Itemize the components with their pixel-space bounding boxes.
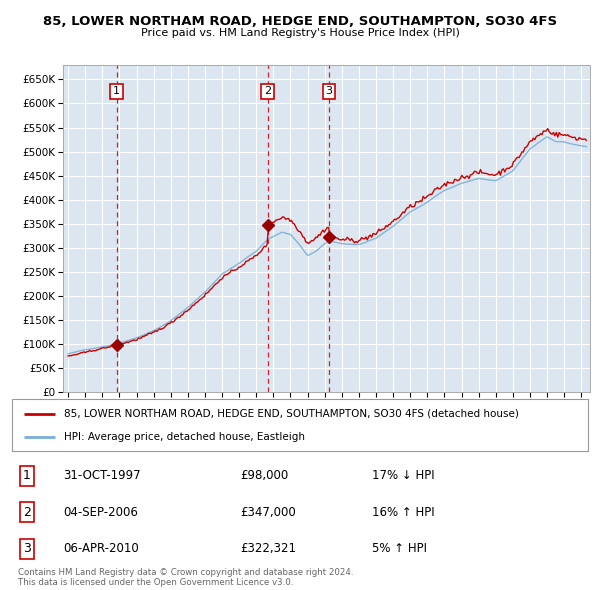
Text: HPI: Average price, detached house, Eastleigh: HPI: Average price, detached house, East… [64, 432, 305, 442]
Text: £322,321: £322,321 [240, 542, 296, 555]
Text: 31-OCT-1997: 31-OCT-1997 [63, 469, 140, 482]
Text: 3: 3 [23, 542, 31, 555]
Text: 85, LOWER NORTHAM ROAD, HEDGE END, SOUTHAMPTON, SO30 4FS (detached house): 85, LOWER NORTHAM ROAD, HEDGE END, SOUTH… [64, 409, 519, 419]
Text: 5% ↑ HPI: 5% ↑ HPI [372, 542, 427, 555]
Text: 2: 2 [264, 86, 271, 96]
Text: Price paid vs. HM Land Registry's House Price Index (HPI): Price paid vs. HM Land Registry's House … [140, 28, 460, 38]
Text: Contains HM Land Registry data © Crown copyright and database right 2024.
This d: Contains HM Land Registry data © Crown c… [18, 568, 353, 587]
Text: 3: 3 [326, 86, 332, 96]
Text: £98,000: £98,000 [240, 469, 288, 482]
Text: 1: 1 [113, 86, 120, 96]
Text: 2: 2 [23, 506, 31, 519]
Text: £347,000: £347,000 [240, 506, 296, 519]
Text: 06-APR-2010: 06-APR-2010 [63, 542, 139, 555]
Text: 17% ↓ HPI: 17% ↓ HPI [372, 469, 434, 482]
Text: 1: 1 [23, 469, 31, 482]
Text: 16% ↑ HPI: 16% ↑ HPI [372, 506, 434, 519]
Text: 04-SEP-2006: 04-SEP-2006 [63, 506, 138, 519]
Text: 85, LOWER NORTHAM ROAD, HEDGE END, SOUTHAMPTON, SO30 4FS: 85, LOWER NORTHAM ROAD, HEDGE END, SOUTH… [43, 15, 557, 28]
